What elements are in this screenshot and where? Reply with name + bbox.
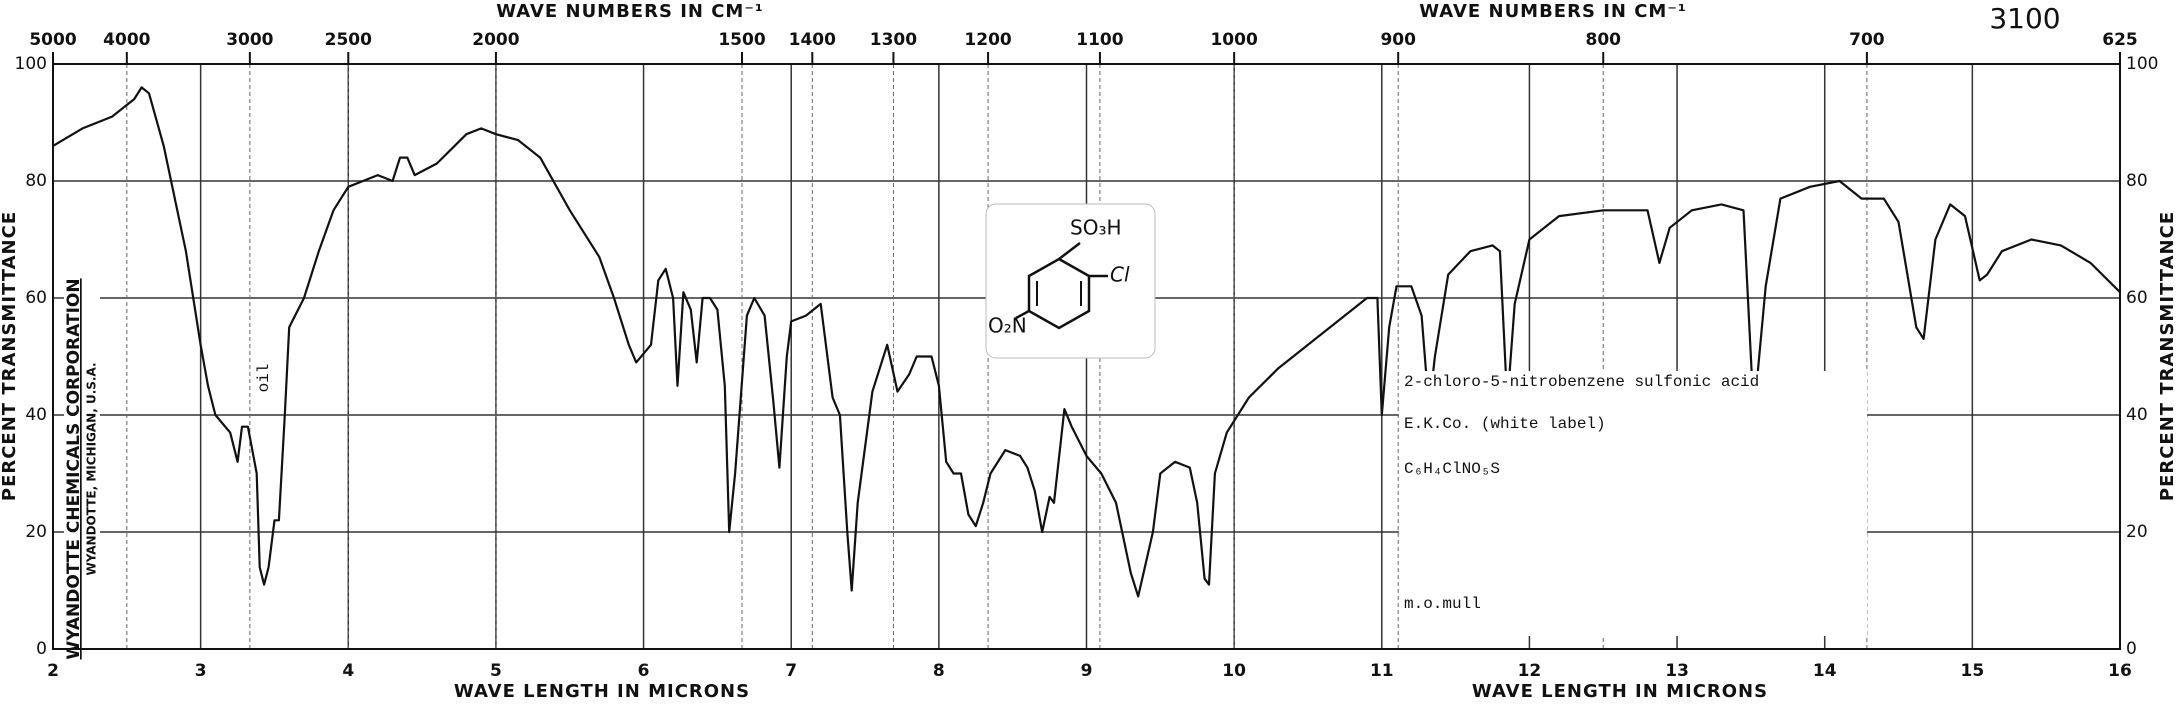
x-tick-label: 13 — [1665, 661, 1689, 681]
x-tick-label: 16 — [2108, 661, 2132, 681]
x-tick-label: 3 — [195, 661, 207, 681]
y-tick-label: 0 — [2126, 639, 2137, 659]
x-tick-label: 11 — [1370, 661, 1394, 681]
x-tick-label: 4 — [342, 661, 354, 681]
x-tick-label: 5 — [490, 661, 502, 681]
x2-tick-label: 1500 — [718, 30, 765, 50]
x-tick-label: 15 — [1961, 661, 1985, 681]
sample-formula: C₆H₄ClNO₅S — [1404, 460, 1500, 478]
company-address: WYANDOTTE, MICHIGAN, U.S.A. — [85, 362, 99, 575]
y-tick-label: 20 — [2126, 522, 2148, 542]
x2-tick-label: 700 — [1849, 30, 1885, 50]
y-tick-label: 60 — [25, 288, 47, 308]
x2-tick-label: 1200 — [964, 30, 1011, 50]
chart-number: 3100 — [1989, 2, 2060, 35]
x2-tick-label: 3000 — [226, 30, 273, 50]
x2-tick-label: 1400 — [789, 30, 836, 50]
y-tick-label: 20 — [25, 522, 47, 542]
x2-tick-label: 1300 — [870, 30, 917, 50]
info-box — [1399, 371, 1867, 636]
annotation: oil — [255, 364, 273, 393]
x-tick-label: 7 — [785, 661, 797, 681]
x2-tick-label: 900 — [1380, 30, 1416, 50]
y-tick-label: 0 — [36, 639, 47, 659]
x-axis-title: WAVE LENGTH IN MICRONS — [1472, 681, 1768, 702]
structure-label: O₂N — [988, 314, 1027, 338]
x2-tick-label: 1000 — [1210, 30, 1257, 50]
x-tick-label: 14 — [1813, 661, 1837, 681]
sample-prep: m.o.mull — [1404, 595, 1481, 613]
x2-axis-title: WAVE NUMBERS IN CM⁻¹ — [496, 1, 763, 22]
x2-tick-label: 4000 — [103, 30, 150, 50]
structure-label: SO₃H — [1070, 216, 1122, 240]
bond — [1015, 309, 1030, 320]
x2-axis-title: WAVE NUMBERS IN CM⁻¹ — [1419, 1, 1686, 22]
y-axis-title: PERCENT TRANSMITTANCE — [0, 211, 20, 501]
y-tick-label: 100 — [2126, 54, 2158, 74]
y-tick-label: 80 — [2126, 171, 2148, 191]
x2-tick-label: 625 — [2102, 30, 2138, 50]
x2-tick-label: 800 — [1586, 30, 1622, 50]
y-axis-title: PERCENT TRANSMITTANCE — [2157, 211, 2178, 501]
company-box — [64, 294, 100, 644]
y-tick-label: 100 — [15, 54, 47, 74]
bond — [1058, 242, 1081, 260]
structure-label: Cl — [1110, 263, 1130, 287]
sample-name: 2-chloro-5-nitrobenzene sulfonic acid — [1404, 373, 1759, 391]
x-tick-label: 2 — [47, 661, 59, 681]
x-tick-label: 8 — [933, 661, 945, 681]
x2-tick-label: 2000 — [472, 30, 519, 50]
y-tick-label: 40 — [25, 405, 47, 425]
x-tick-label: 9 — [1081, 661, 1093, 681]
x-axis-title: WAVE LENGTH IN MICRONS — [454, 681, 750, 702]
y-tick-label: 60 — [2126, 288, 2148, 308]
x-tick-label: 12 — [1518, 661, 1542, 681]
spectrum-line — [52, 86, 2121, 598]
x-tick-label: 10 — [1222, 661, 1246, 681]
y-tick-label: 40 — [2126, 405, 2148, 425]
structure-box — [985, 203, 1156, 359]
company-name: WYANDOTTE CHEMICALS CORPORATION — [64, 278, 84, 659]
sample-source: E.K.Co. (white label) — [1404, 415, 1606, 433]
plot-frame — [52, 63, 2121, 650]
x2-tick-label: 2500 — [325, 30, 372, 50]
x2-tick-label: 5000 — [29, 30, 76, 50]
x-tick-label: 6 — [638, 661, 650, 681]
x2-tick-label: 1100 — [1076, 30, 1123, 50]
y-tick-label: 80 — [25, 171, 47, 191]
